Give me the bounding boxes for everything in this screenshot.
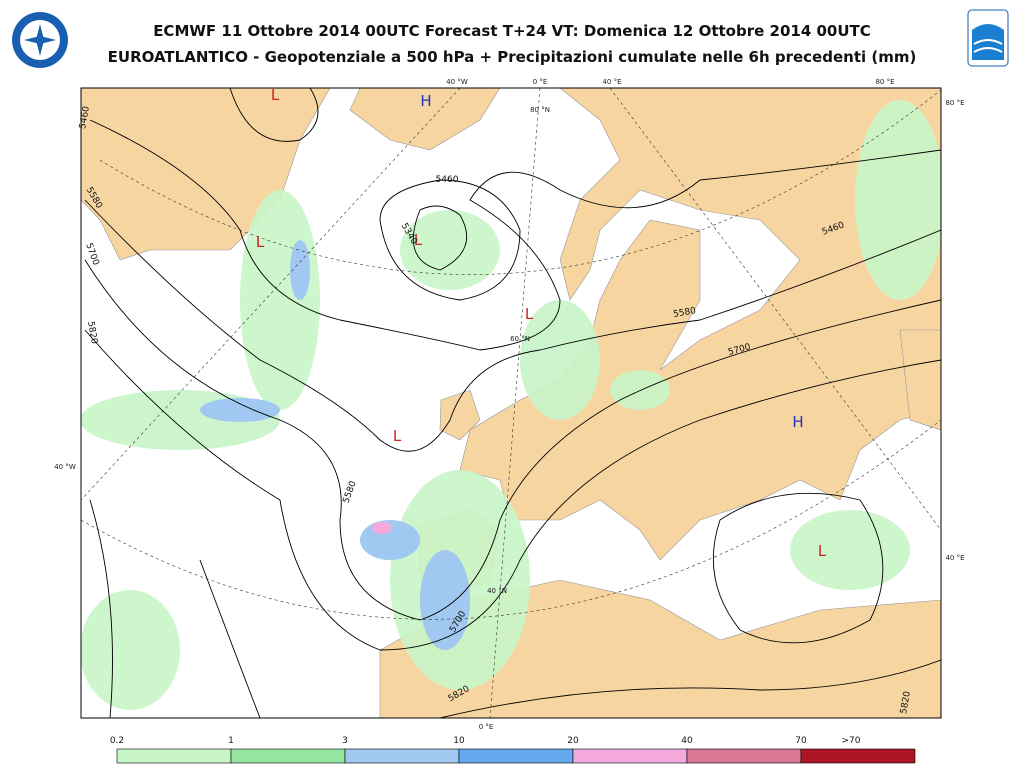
map-frame	[80, 87, 942, 719]
coordinate-label: 40 °W	[446, 78, 468, 86]
contour-label: 5460	[78, 105, 92, 130]
legend-swatch	[800, 748, 916, 764]
precipitation-intense	[372, 522, 392, 534]
contours	[84, 88, 941, 718]
pressure-center: H	[792, 413, 803, 431]
pressure-center: H	[420, 92, 431, 110]
legend-swatch	[116, 748, 232, 764]
pressure-center: L	[525, 305, 534, 323]
legend-label: 70	[795, 736, 807, 746]
coordinate-label: 40 °E	[945, 554, 964, 562]
map	[81, 88, 941, 718]
contour-label: 5820	[899, 690, 913, 715]
coordinate-label: 40 °W	[54, 463, 76, 471]
subtitle: EUROATLANTICO - Geopotenziale a 500 hPa …	[108, 48, 917, 66]
legend-swatch	[230, 748, 346, 764]
pressure-center: L	[271, 86, 280, 104]
legend-label: 1	[228, 736, 234, 746]
legend-label: >70	[842, 736, 861, 746]
coordinate-label: 80 °N	[530, 106, 550, 114]
legend-label: 0.2	[110, 736, 124, 746]
legend-label: 40	[681, 736, 693, 746]
pressure-center: L	[393, 427, 402, 445]
coordinate-label: 40 °N	[487, 587, 507, 595]
logo-left	[12, 12, 68, 68]
legend-swatch	[572, 748, 688, 764]
legend-label: 10	[453, 736, 465, 746]
graticule	[81, 88, 941, 718]
logo-right	[967, 9, 1009, 67]
contour-label: 5820	[85, 321, 99, 346]
coordinate-label: 40 °E	[602, 78, 621, 86]
coordinate-label: 60 °N	[510, 335, 530, 343]
legend-label: 3	[342, 736, 348, 746]
coordinate-label: 80 °E	[875, 78, 894, 86]
coordinate-label: 0 °E	[533, 78, 548, 86]
legend-label: 20	[567, 736, 579, 746]
legend-swatch	[344, 748, 460, 764]
coordinate-label: 0 °E	[479, 723, 494, 731]
legend-swatch	[458, 748, 574, 764]
pressure-center: L	[256, 233, 265, 251]
pressure-center: L	[414, 231, 423, 249]
coordinate-label: 80 °E	[945, 99, 964, 107]
legend-swatch	[686, 748, 802, 764]
title: ECMWF 11 Ottobre 2014 00UTC Forecast T+2…	[153, 22, 871, 40]
contour-label: 5580	[673, 306, 698, 320]
contour-label: 5460	[436, 175, 459, 185]
pressure-center: L	[818, 542, 827, 560]
